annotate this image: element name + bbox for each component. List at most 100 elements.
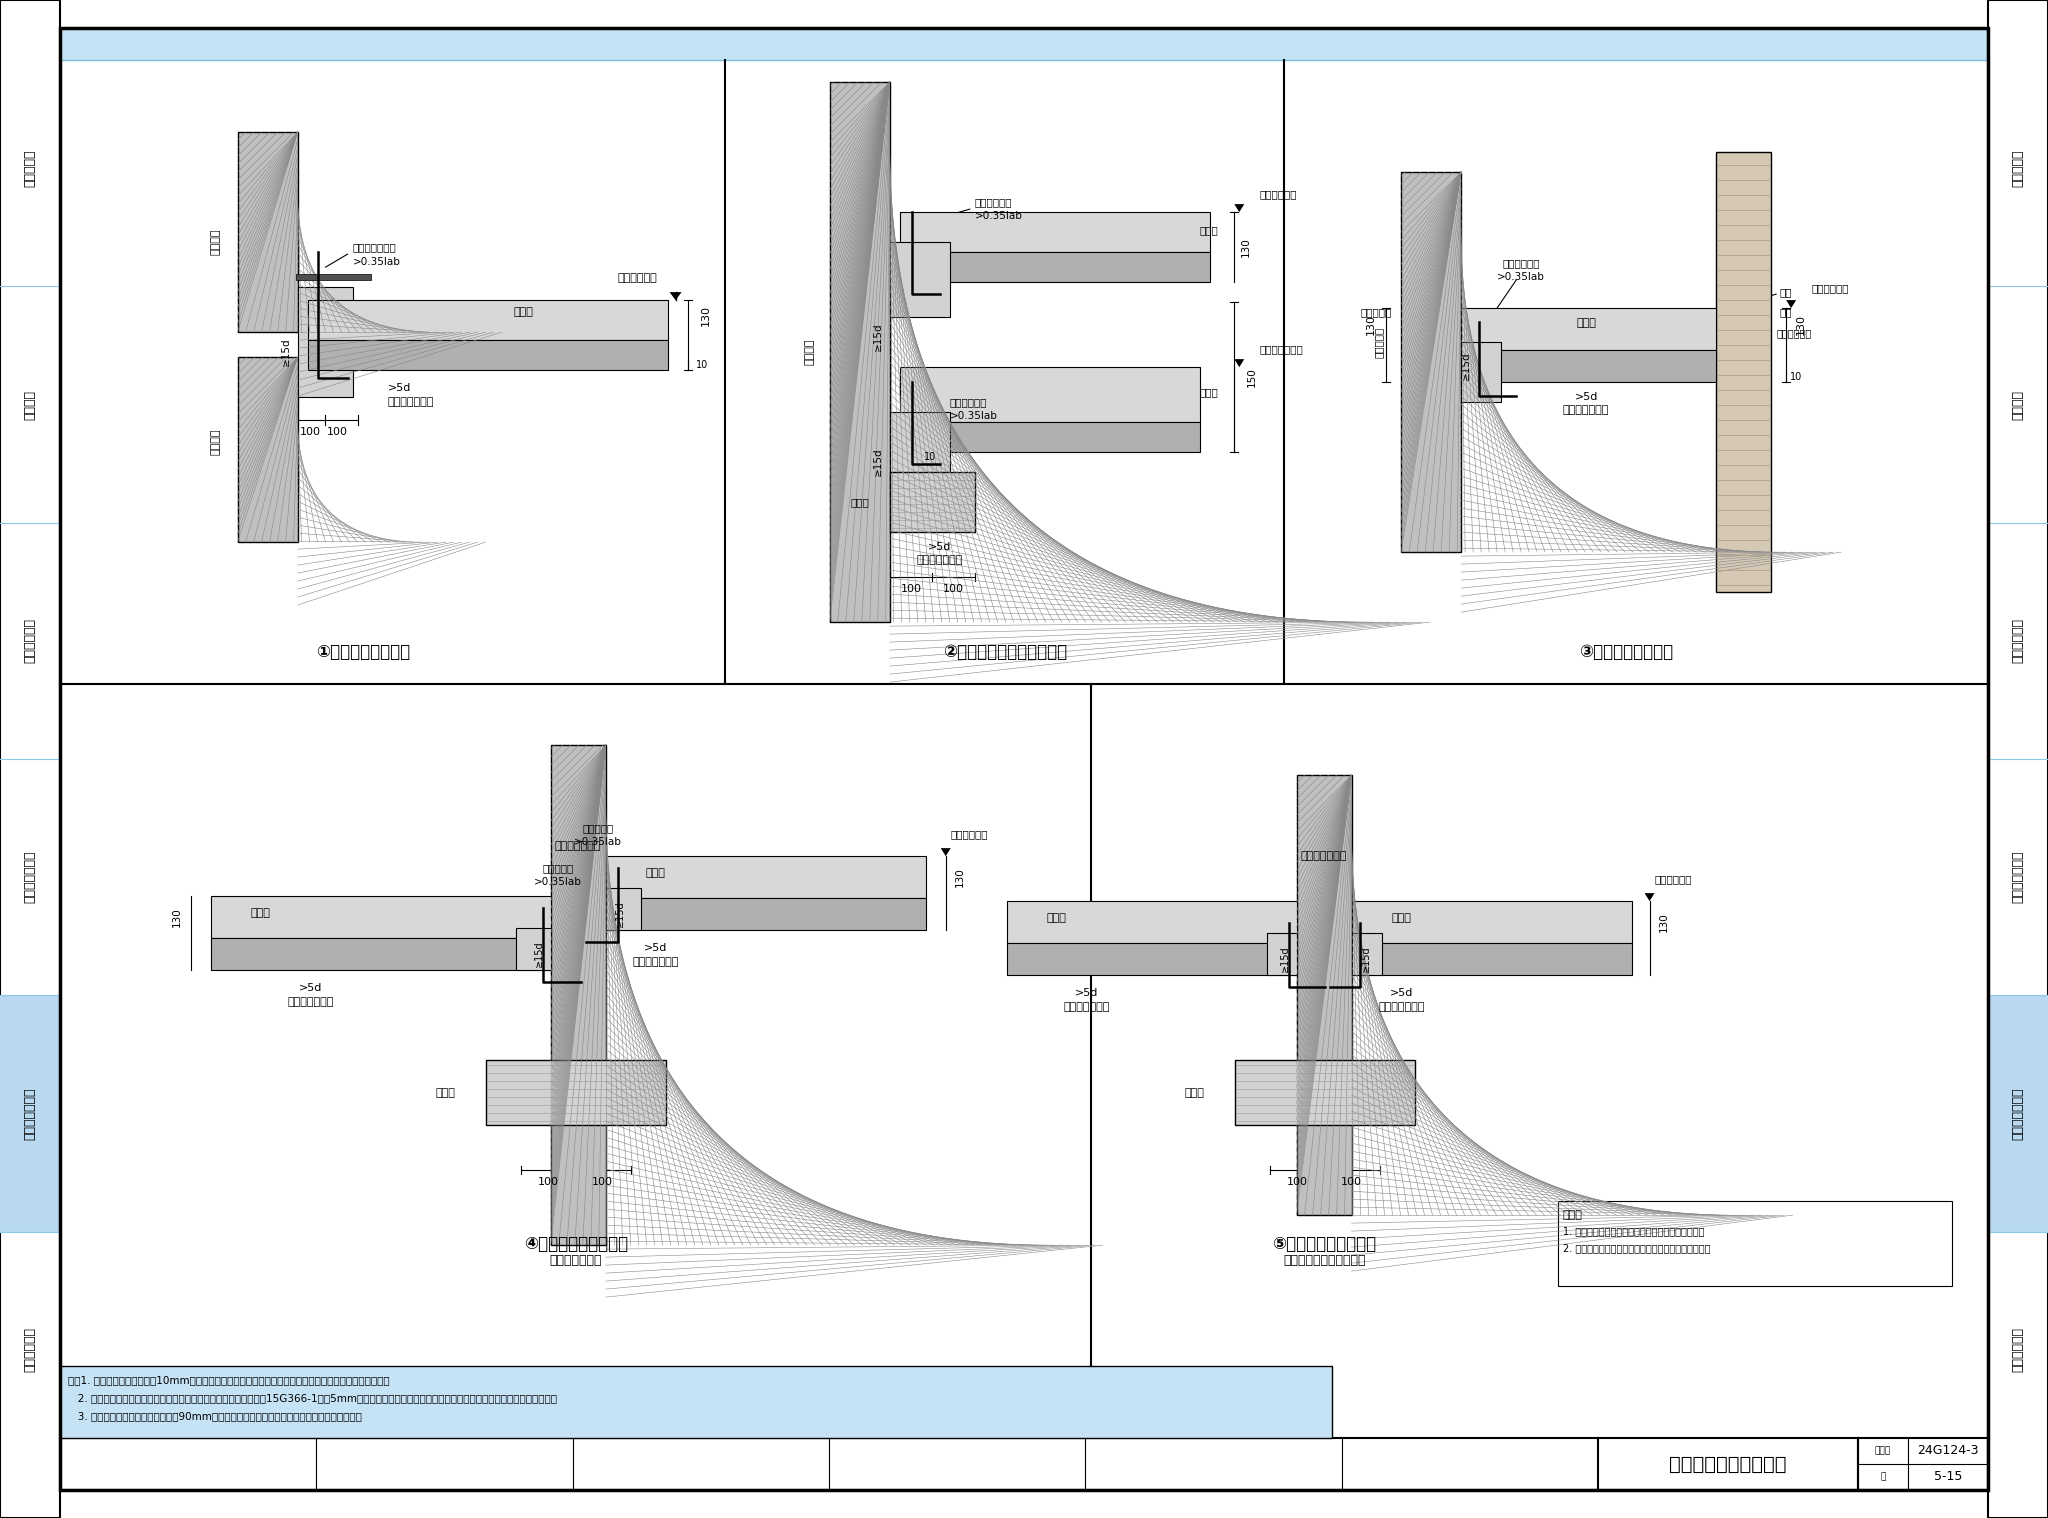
Polygon shape <box>670 291 682 301</box>
Bar <box>1716 152 1772 592</box>
Text: 10: 10 <box>924 452 936 461</box>
Text: 130: 130 <box>172 908 182 927</box>
Text: 预制外挂管: 预制外挂管 <box>1374 326 1384 358</box>
Text: 预制墙板: 预制墙板 <box>805 339 815 366</box>
Bar <box>59 1366 1333 1438</box>
Text: 板面筋: 板面筋 <box>1577 317 1595 328</box>
Text: 2. 较多项目施工时出现叠合板超厚的情况，本示例桁架钢筋高度按15G366-1降低5mm，桁架钢筋顶部可叠设两层钢筋，方便钢筋绑扎，同时避免混凝土超厚。: 2. 较多项目施工时出现叠合板超厚的情况，本示例桁架钢筋高度按15G366-1降… <box>68 1394 557 1403</box>
Text: 伸至墙皮处且: 伸至墙皮处且 <box>975 197 1012 206</box>
Text: ≥15d: ≥15d <box>614 900 625 927</box>
Text: 伸至梁边且: 伸至梁边且 <box>582 823 612 833</box>
Bar <box>516 927 551 970</box>
Text: 2. 图中未注明截面尺寸为示意，详见各楼层楼板配筋。: 2. 图中未注明截面尺寸为示意，详见各楼层楼板配筋。 <box>1563 1243 1710 1252</box>
Text: 建筑施工图示例: 建筑施工图示例 <box>2011 852 2025 903</box>
Bar <box>829 82 889 622</box>
Text: 1. 混凝土强度等级、构造做法详见结构设计总说明。: 1. 混凝土强度等级、构造做法详见结构设计总说明。 <box>1563 1227 1704 1236</box>
Bar <box>59 1438 1989 1491</box>
Bar <box>1006 943 1296 975</box>
Text: 24G124-3: 24G124-3 <box>1917 1445 1978 1457</box>
Text: 100: 100 <box>901 584 922 594</box>
Polygon shape <box>1645 893 1655 902</box>
Text: 楼层板顶标高: 楼层板顶标高 <box>618 273 657 284</box>
Text: ③叠合板侧支座详图: ③叠合板侧支座详图 <box>1579 644 1673 662</box>
Text: 预制外挂管: 预制外挂管 <box>1360 307 1393 317</box>
Bar <box>899 422 1200 452</box>
Text: 技术策划: 技术策划 <box>2011 390 2025 419</box>
Text: 技术策划: 技术策划 <box>23 390 37 419</box>
Text: 且至少过梁中线: 且至少过梁中线 <box>918 556 963 565</box>
Text: 楼层板顶标高: 楼层板顶标高 <box>1655 874 1692 883</box>
Bar <box>1989 0 2048 1518</box>
Text: 且至少过梁中线: 且至少过梁中线 <box>633 958 680 967</box>
Text: 板面筋: 板面筋 <box>1200 387 1219 396</box>
Text: 130: 130 <box>700 305 711 326</box>
Text: 图集号: 图集号 <box>1874 1447 1890 1456</box>
Bar <box>0 996 59 1231</box>
Bar <box>1460 351 1716 383</box>
Text: 预制墙板: 预制墙板 <box>211 229 221 255</box>
Bar <box>307 340 668 370</box>
Bar <box>0 0 59 1518</box>
Text: 100: 100 <box>328 427 348 437</box>
Bar <box>889 411 950 487</box>
Text: ≥15d: ≥15d <box>1460 352 1470 381</box>
Text: 150: 150 <box>1247 367 1257 387</box>
Text: ⑤中间支座详图（二）: ⑤中间支座详图（二） <box>1272 1236 1376 1252</box>
Bar <box>238 132 297 332</box>
Text: 构件详图示例: 构件详图示例 <box>2011 1327 2025 1372</box>
Text: 130: 130 <box>954 867 965 887</box>
Bar <box>307 301 668 340</box>
Bar <box>1006 902 1296 943</box>
Bar <box>889 472 975 533</box>
Bar <box>1401 172 1460 553</box>
Text: 10: 10 <box>696 360 709 370</box>
Text: ≥15d: ≥15d <box>1280 946 1290 973</box>
Bar <box>1460 308 1716 351</box>
Bar <box>1235 1060 1415 1125</box>
Text: 建筑方案示例: 建筑方案示例 <box>23 618 37 663</box>
Text: 结构施工图示例: 结构施工图示例 <box>2011 1087 2025 1140</box>
Text: 伸至墙或梁边且: 伸至墙或梁边且 <box>352 243 397 252</box>
Text: 部品部件库: 部品部件库 <box>23 149 37 187</box>
Text: 130: 130 <box>1366 314 1376 334</box>
Text: 停至墙皮处且: 停至墙皮处且 <box>1503 258 1540 269</box>
Text: >5d: >5d <box>643 943 668 953</box>
Text: 且至少过梁中线: 且至少过梁中线 <box>1063 1002 1110 1013</box>
Text: >5d: >5d <box>1575 392 1597 402</box>
Text: 部品部件库: 部品部件库 <box>2011 149 2025 187</box>
Bar <box>1559 1201 1952 1286</box>
Text: 3. 卫生间叠合板观浇层厚度设计为90mm，有利于保证降板区混凝土浇筑质量，降低渗漏风险。: 3. 卫生间叠合板观浇层厚度设计为90mm，有利于保证降板区混凝土浇筑质量，降低… <box>68 1412 362 1421</box>
Bar <box>606 888 641 931</box>
Text: >5d: >5d <box>928 542 952 553</box>
Text: ≥15d: ≥15d <box>535 941 543 967</box>
Bar <box>1352 943 1632 975</box>
Bar <box>1352 934 1382 975</box>
Text: 5-15: 5-15 <box>1933 1471 1962 1483</box>
Text: >0.35lab: >0.35lab <box>950 411 997 420</box>
Text: ≥15d: ≥15d <box>1360 946 1370 973</box>
Text: 板面筋: 板面筋 <box>1393 912 1411 923</box>
Text: 100: 100 <box>592 1176 612 1187</box>
Text: ≥15d: ≥15d <box>872 448 883 477</box>
Text: >0.35lab: >0.35lab <box>1497 272 1544 282</box>
Text: 10: 10 <box>1790 372 1802 383</box>
Text: >5d: >5d <box>387 383 412 393</box>
Text: ≥15d: ≥15d <box>281 339 291 366</box>
Text: 130: 130 <box>1659 912 1669 932</box>
Text: >5d: >5d <box>1391 988 1413 999</box>
Text: >5d: >5d <box>1075 988 1098 999</box>
Bar <box>551 745 606 1245</box>
Text: 且至少过梁中线: 且至少过梁中线 <box>1378 1002 1425 1013</box>
Text: 现浇梁: 现浇梁 <box>852 496 870 507</box>
Bar <box>238 357 297 542</box>
Text: ②卫生间叠合板端支座详图: ②卫生间叠合板端支座详图 <box>942 644 1067 662</box>
Bar <box>211 938 551 970</box>
Text: 100: 100 <box>1341 1176 1362 1187</box>
Text: 现浇梁: 现浇梁 <box>436 1087 457 1098</box>
Text: 模板: 模板 <box>1780 287 1792 298</box>
Text: 板面筋: 板面筋 <box>514 307 535 317</box>
Text: 楼层板顶标高: 楼层板顶标高 <box>1810 284 1849 293</box>
Text: 楼架: 楼架 <box>1780 307 1792 317</box>
Text: 建筑施工图示例: 建筑施工图示例 <box>23 852 37 903</box>
Polygon shape <box>1786 301 1796 308</box>
